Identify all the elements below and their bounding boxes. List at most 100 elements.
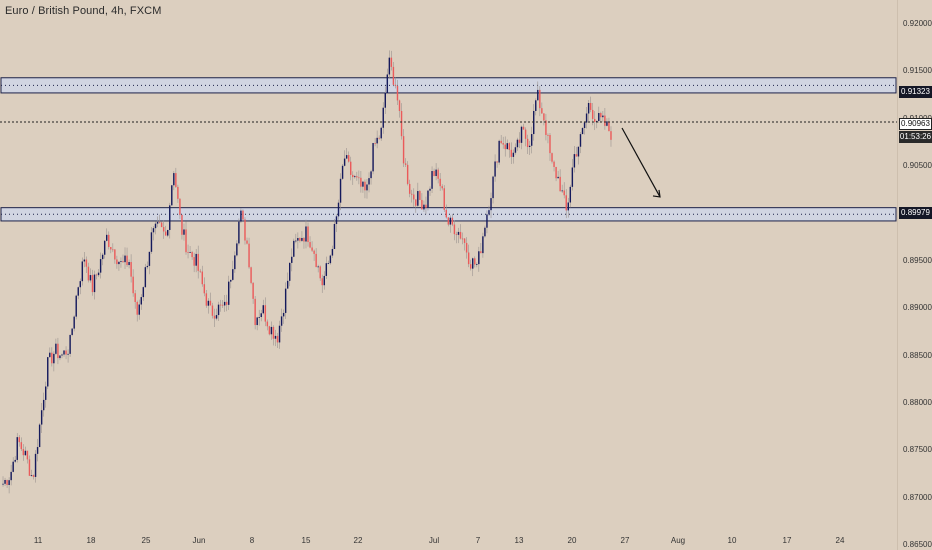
candle-body [14, 459, 16, 462]
candle-body [435, 169, 437, 177]
candle-body [433, 171, 435, 177]
candle-body [354, 176, 356, 178]
candle-body [305, 226, 307, 242]
candle-body [528, 145, 531, 147]
candle-body [217, 304, 220, 316]
candle-body [116, 259, 118, 265]
resistance-price-label: 0.91323 [899, 86, 932, 98]
chart-title: Euro / British Pound, 4h, FXCM [5, 5, 162, 17]
candle-body [587, 102, 590, 114]
price-axis-border [897, 0, 898, 550]
candle-body [378, 137, 380, 139]
candle-body [156, 221, 159, 224]
candle-body [158, 221, 161, 223]
candle-body [118, 261, 120, 265]
candle-body [370, 171, 372, 179]
candle-body [421, 199, 423, 210]
candle-body [244, 219, 246, 241]
candle-body [386, 74, 389, 93]
candle-body [443, 188, 445, 210]
candle-body [301, 237, 303, 241]
candle-body [390, 57, 393, 67]
price-tick-label: 0.90500 [903, 160, 932, 170]
candle-body [42, 399, 45, 411]
candle-body [388, 57, 391, 75]
candle-body [372, 143, 374, 172]
candle-body [262, 305, 264, 314]
projection-arrow [621, 127, 661, 198]
candle-body [181, 214, 183, 235]
candle-body [490, 198, 492, 211]
candle-body [213, 315, 216, 319]
candle-body [596, 121, 598, 122]
candle-body [506, 143, 508, 150]
candle-body [175, 173, 177, 187]
candle-body [567, 202, 569, 211]
candle-body [539, 89, 541, 109]
candle-body [579, 134, 582, 147]
candle-body [85, 259, 88, 267]
candle-body [4, 479, 6, 484]
candle-body [408, 183, 411, 194]
time-tick-label: 11 [33, 536, 43, 545]
candle-body [337, 202, 340, 217]
time-tick-label: 10 [727, 536, 737, 545]
candle-body [55, 343, 57, 354]
candle-body [459, 231, 462, 239]
candle-body [240, 210, 242, 222]
candle-body [451, 217, 454, 225]
price-chart[interactable] [0, 0, 897, 550]
candle-body [280, 316, 283, 326]
candle-body [362, 181, 364, 187]
candle-body [28, 459, 31, 476]
candle-body [512, 152, 515, 157]
candle-body [547, 134, 549, 136]
time-tick-label: 7 [475, 536, 481, 545]
candle-body [400, 110, 403, 137]
candle-body [122, 261, 124, 263]
candle-body [219, 304, 222, 306]
candle-body [396, 85, 399, 101]
candle-body [325, 263, 328, 276]
candle-body [171, 185, 173, 206]
candle-body [2, 483, 4, 485]
candle-body [77, 287, 79, 296]
candle-body [392, 66, 395, 85]
candle-body [242, 210, 244, 220]
candle-body [604, 115, 606, 126]
candle-body [284, 288, 287, 313]
candle-body [8, 480, 10, 485]
candle-body [575, 154, 578, 157]
candle-body [225, 301, 228, 305]
candle-body [307, 226, 309, 243]
candle-body [164, 231, 167, 236]
projection-arrow-head [652, 189, 661, 198]
candle-body [221, 304, 224, 306]
candle-body [289, 262, 291, 281]
candle-body [329, 255, 332, 264]
candle-body [130, 262, 132, 277]
candle-body [187, 252, 189, 253]
candle-body [411, 193, 413, 195]
candle-body [110, 246, 112, 250]
candle-body [313, 250, 315, 254]
candle-body [57, 343, 59, 359]
candle-body [22, 449, 25, 456]
candle-countdown-label: 01:53:26 [899, 131, 932, 143]
candle-body [406, 164, 409, 184]
price-tick-label: 0.88000 [903, 398, 932, 408]
time-tick-label: 24 [835, 536, 845, 545]
candle-body [112, 249, 114, 251]
candle-body [295, 240, 297, 242]
candle-body [128, 262, 130, 266]
candle-body [500, 140, 502, 144]
candle-body [6, 479, 8, 485]
candle-body [87, 266, 90, 281]
candle-body [463, 238, 466, 243]
price-tick-label: 0.91500 [903, 66, 932, 76]
candle-body [543, 113, 545, 121]
candle-body [561, 190, 563, 192]
time-tick-label: 15 [301, 536, 311, 545]
candle-body [356, 176, 358, 178]
